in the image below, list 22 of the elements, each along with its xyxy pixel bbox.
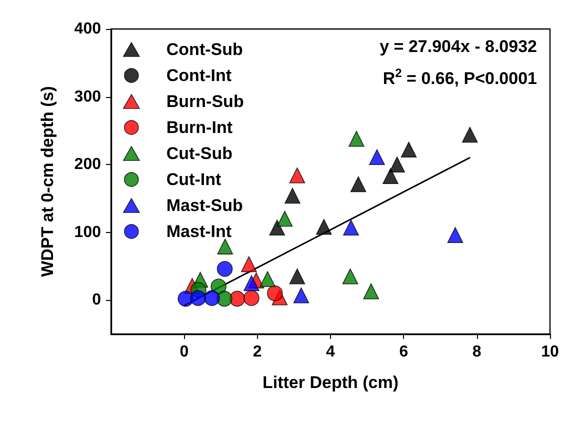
x-tick-label: 2 — [252, 344, 262, 360]
x-axis-title: Litter Depth (cm) — [262, 373, 398, 392]
legend-label: Burn-Sub — [166, 92, 244, 111]
y-tick-label: 400 — [74, 20, 102, 38]
x-tick-label: 8 — [472, 344, 482, 360]
legend-label: Cont-Int — [166, 66, 232, 85]
legend-label: Cut-Sub — [166, 144, 232, 163]
legend-label: Burn-Int — [166, 118, 233, 137]
legend-label: Mast-Int — [166, 222, 232, 241]
y-tick-label: 300 — [74, 88, 102, 106]
x-tick-label: 4 — [326, 344, 336, 360]
legend-label: Mast-Sub — [166, 196, 243, 215]
y-tick-label: 0 — [92, 292, 102, 309]
x-tick-label: 10 — [541, 344, 559, 360]
x-tick-label: 6 — [399, 344, 408, 360]
y-tick-label: 200 — [74, 156, 102, 174]
y-axis-title: WDPT at 0-cm depth (s) — [38, 86, 57, 277]
x-tick-label: 0 — [180, 344, 189, 360]
annotation: y = 27.904x - 8.0932 — [380, 37, 538, 56]
legend-label: Cont-Sub — [166, 40, 243, 59]
legend-label: Cut-Int — [166, 170, 222, 189]
y-tick-label: 100 — [74, 224, 102, 241]
